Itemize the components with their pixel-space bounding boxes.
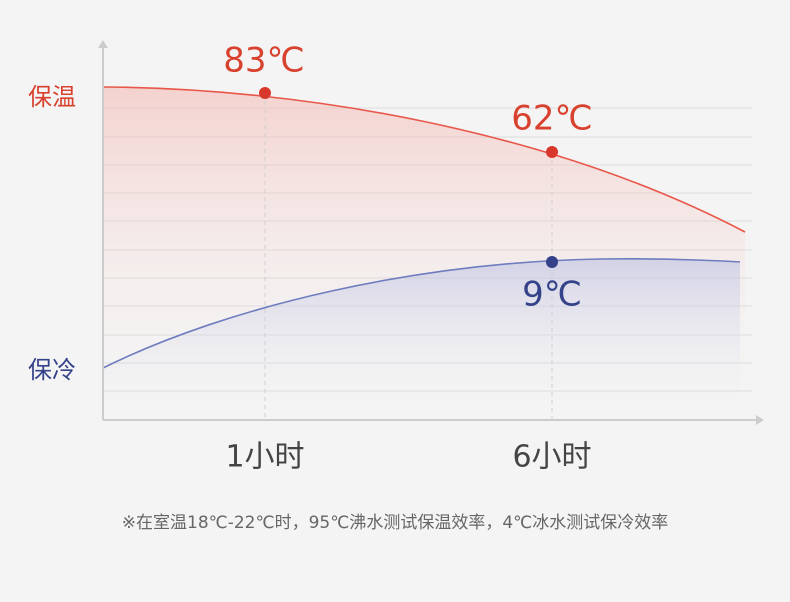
warm-curve [102, 86, 746, 233]
cold-point [546, 256, 558, 268]
time-label: 6小时 [512, 440, 591, 475]
point-label: 83℃ [223, 41, 304, 81]
x-arrow [756, 415, 764, 425]
warm-point [259, 87, 271, 99]
point-label: 62℃ [511, 99, 592, 139]
axes [102, 46, 758, 421]
guide-lines [264, 93, 553, 420]
series-label: 保温 [28, 83, 76, 111]
cold-area [103, 258, 740, 420]
series-label: 保冷 [28, 356, 76, 384]
warm-point [546, 146, 558, 158]
y-arrow [98, 40, 108, 48]
cold-curve [102, 258, 741, 369]
footnote: ※在室温18℃-22℃时，95℃沸水测试保温效率，4℃冰水测试保冷效率 [122, 513, 668, 533]
point-label: 9℃ [522, 275, 582, 315]
time-label: 1小时 [225, 440, 304, 475]
